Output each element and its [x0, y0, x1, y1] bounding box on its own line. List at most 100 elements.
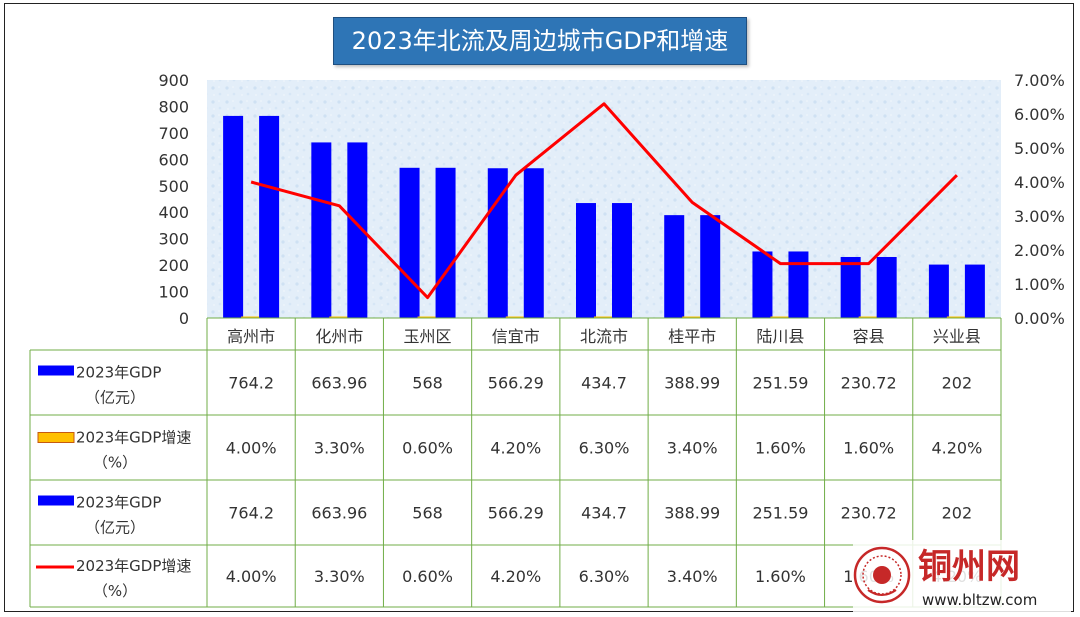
table-cell: 388.99: [664, 504, 720, 523]
y-left-tick-label: 300: [158, 230, 189, 249]
bar-gdp: [576, 203, 596, 318]
y-left-tick-label: 900: [158, 71, 189, 90]
category-label: 高州市: [227, 327, 275, 346]
category-label: 玉州区: [404, 327, 452, 346]
bar-gdp-growth: [682, 316, 703, 318]
table-cell: 3.40%: [667, 567, 718, 586]
legend-label-unit: （%）: [93, 582, 137, 600]
table-cell: 251.59: [752, 374, 808, 393]
y-left-tick-label: 100: [158, 283, 189, 302]
table-cell: 566.29: [488, 504, 544, 523]
y-right-tick-label: 0.00%: [1014, 309, 1065, 328]
bar-gdp: [523, 168, 544, 318]
legend-label-unit: （亿元）: [85, 389, 145, 407]
y-right-tick-label: 6.00%: [1014, 105, 1065, 124]
bar-gdp-growth: [858, 316, 879, 318]
table-cell: 3.40%: [667, 439, 718, 458]
y-right-tick-label: 5.00%: [1014, 139, 1065, 158]
category-label: 兴业县: [933, 327, 981, 346]
bar-gdp: [788, 251, 809, 318]
table-cell: 3.30%: [314, 567, 365, 586]
table-cell: 4.20%: [931, 439, 982, 458]
category-label: 化州市: [315, 327, 363, 346]
bar-gdp: [311, 142, 332, 318]
y-left-tick-label: 0: [179, 309, 189, 328]
table-cell: 568: [412, 504, 443, 523]
table-cell: 434.7: [581, 504, 627, 523]
y-left-tick-label: 600: [158, 150, 189, 169]
table-cell: 663.96: [311, 374, 367, 393]
bar-gdp: [840, 256, 861, 318]
table-cell: 4.20%: [490, 439, 541, 458]
table-cell: 3.30%: [314, 439, 365, 458]
legend-label-unit: （亿元）: [85, 519, 145, 537]
legend-label: 2023年GDP增速: [76, 557, 191, 575]
table-cell: 0.60%: [402, 439, 453, 458]
table-cell: 202: [942, 504, 973, 523]
table-cell: 4.00%: [226, 567, 277, 586]
bar-gdp-growth: [329, 316, 350, 318]
bar-gdp-growth: [505, 316, 526, 318]
table-cell: 1.60%: [755, 567, 806, 586]
bar-gdp-growth: [241, 316, 262, 318]
table-cell: 1.60%: [843, 439, 894, 458]
bar-gdp-growth: [594, 316, 614, 318]
bar-gdp: [612, 203, 632, 318]
legend-label: 2023年GDP增速: [76, 429, 191, 447]
category-label: 桂平市: [668, 327, 716, 346]
table-cell: 4.00%: [226, 439, 277, 458]
table-cell: 4.20%: [490, 567, 541, 586]
legend-key-swatch: [38, 365, 74, 376]
table-cell: 251.59: [752, 504, 808, 523]
table-cell: 6.30%: [579, 567, 630, 586]
bar-gdp-growth: [770, 316, 791, 318]
table-cell: 0.60%: [402, 567, 453, 586]
category-label: 北流市: [580, 327, 628, 346]
y-right-tick-label: 1.00%: [1014, 275, 1065, 294]
y-left-tick-label: 800: [158, 97, 189, 116]
y-right-tick-label: 4.00%: [1014, 173, 1065, 192]
table-cell: 663.96: [311, 504, 367, 523]
table-cell: 568: [412, 374, 443, 393]
bar-gdp-growth: [417, 316, 438, 318]
y-right-tick-label: 2.00%: [1014, 241, 1065, 260]
bar-gdp: [928, 264, 949, 318]
y-right-tick-label: 3.00%: [1014, 207, 1065, 226]
bar-gdp: [223, 115, 244, 318]
bar-gdp: [700, 215, 721, 318]
table-cell: 1.60%: [755, 439, 806, 458]
legend-label-unit: （%）: [93, 454, 137, 472]
bar-gdp: [399, 167, 420, 318]
bar-gdp: [347, 142, 368, 318]
legend-key-swatch: [38, 495, 74, 506]
table-cell: 566.29: [488, 374, 544, 393]
table-cell: 764.2: [228, 504, 274, 523]
bar-gdp: [259, 115, 280, 318]
table-cell: 1.60%: [843, 567, 894, 586]
bar-gdp: [752, 251, 773, 318]
bar-gdp: [876, 256, 897, 318]
category-label: 信宜市: [492, 327, 540, 346]
bar-gdp: [664, 215, 685, 318]
y-left-tick-label: 500: [158, 177, 189, 196]
bar-gdp: [435, 167, 456, 318]
y-right-tick-label: 7.00%: [1014, 71, 1065, 90]
table-cell: 202: [942, 374, 973, 393]
table-cell: 6.30%: [579, 439, 630, 458]
y-left-tick-label: 200: [158, 256, 189, 275]
y-left-tick-label: 400: [158, 203, 189, 222]
table-cell: 764.2: [228, 374, 274, 393]
table-cell: 230.72: [841, 374, 897, 393]
legend-label: 2023年GDP: [76, 494, 161, 512]
y-left-tick-label: 700: [158, 124, 189, 143]
table-cell: 388.99: [664, 374, 720, 393]
chart-title: 2023年北流及周边城市GDP和增速: [333, 17, 747, 65]
table-cell: 434.7: [581, 374, 627, 393]
table-cell: 4.20%: [931, 567, 982, 586]
category-label: 陆川县: [756, 327, 804, 346]
table-cell: 230.72: [841, 504, 897, 523]
bar-gdp-growth: [946, 316, 967, 318]
plot-area: [207, 80, 1001, 318]
legend-key-swatch: [37, 432, 75, 443]
